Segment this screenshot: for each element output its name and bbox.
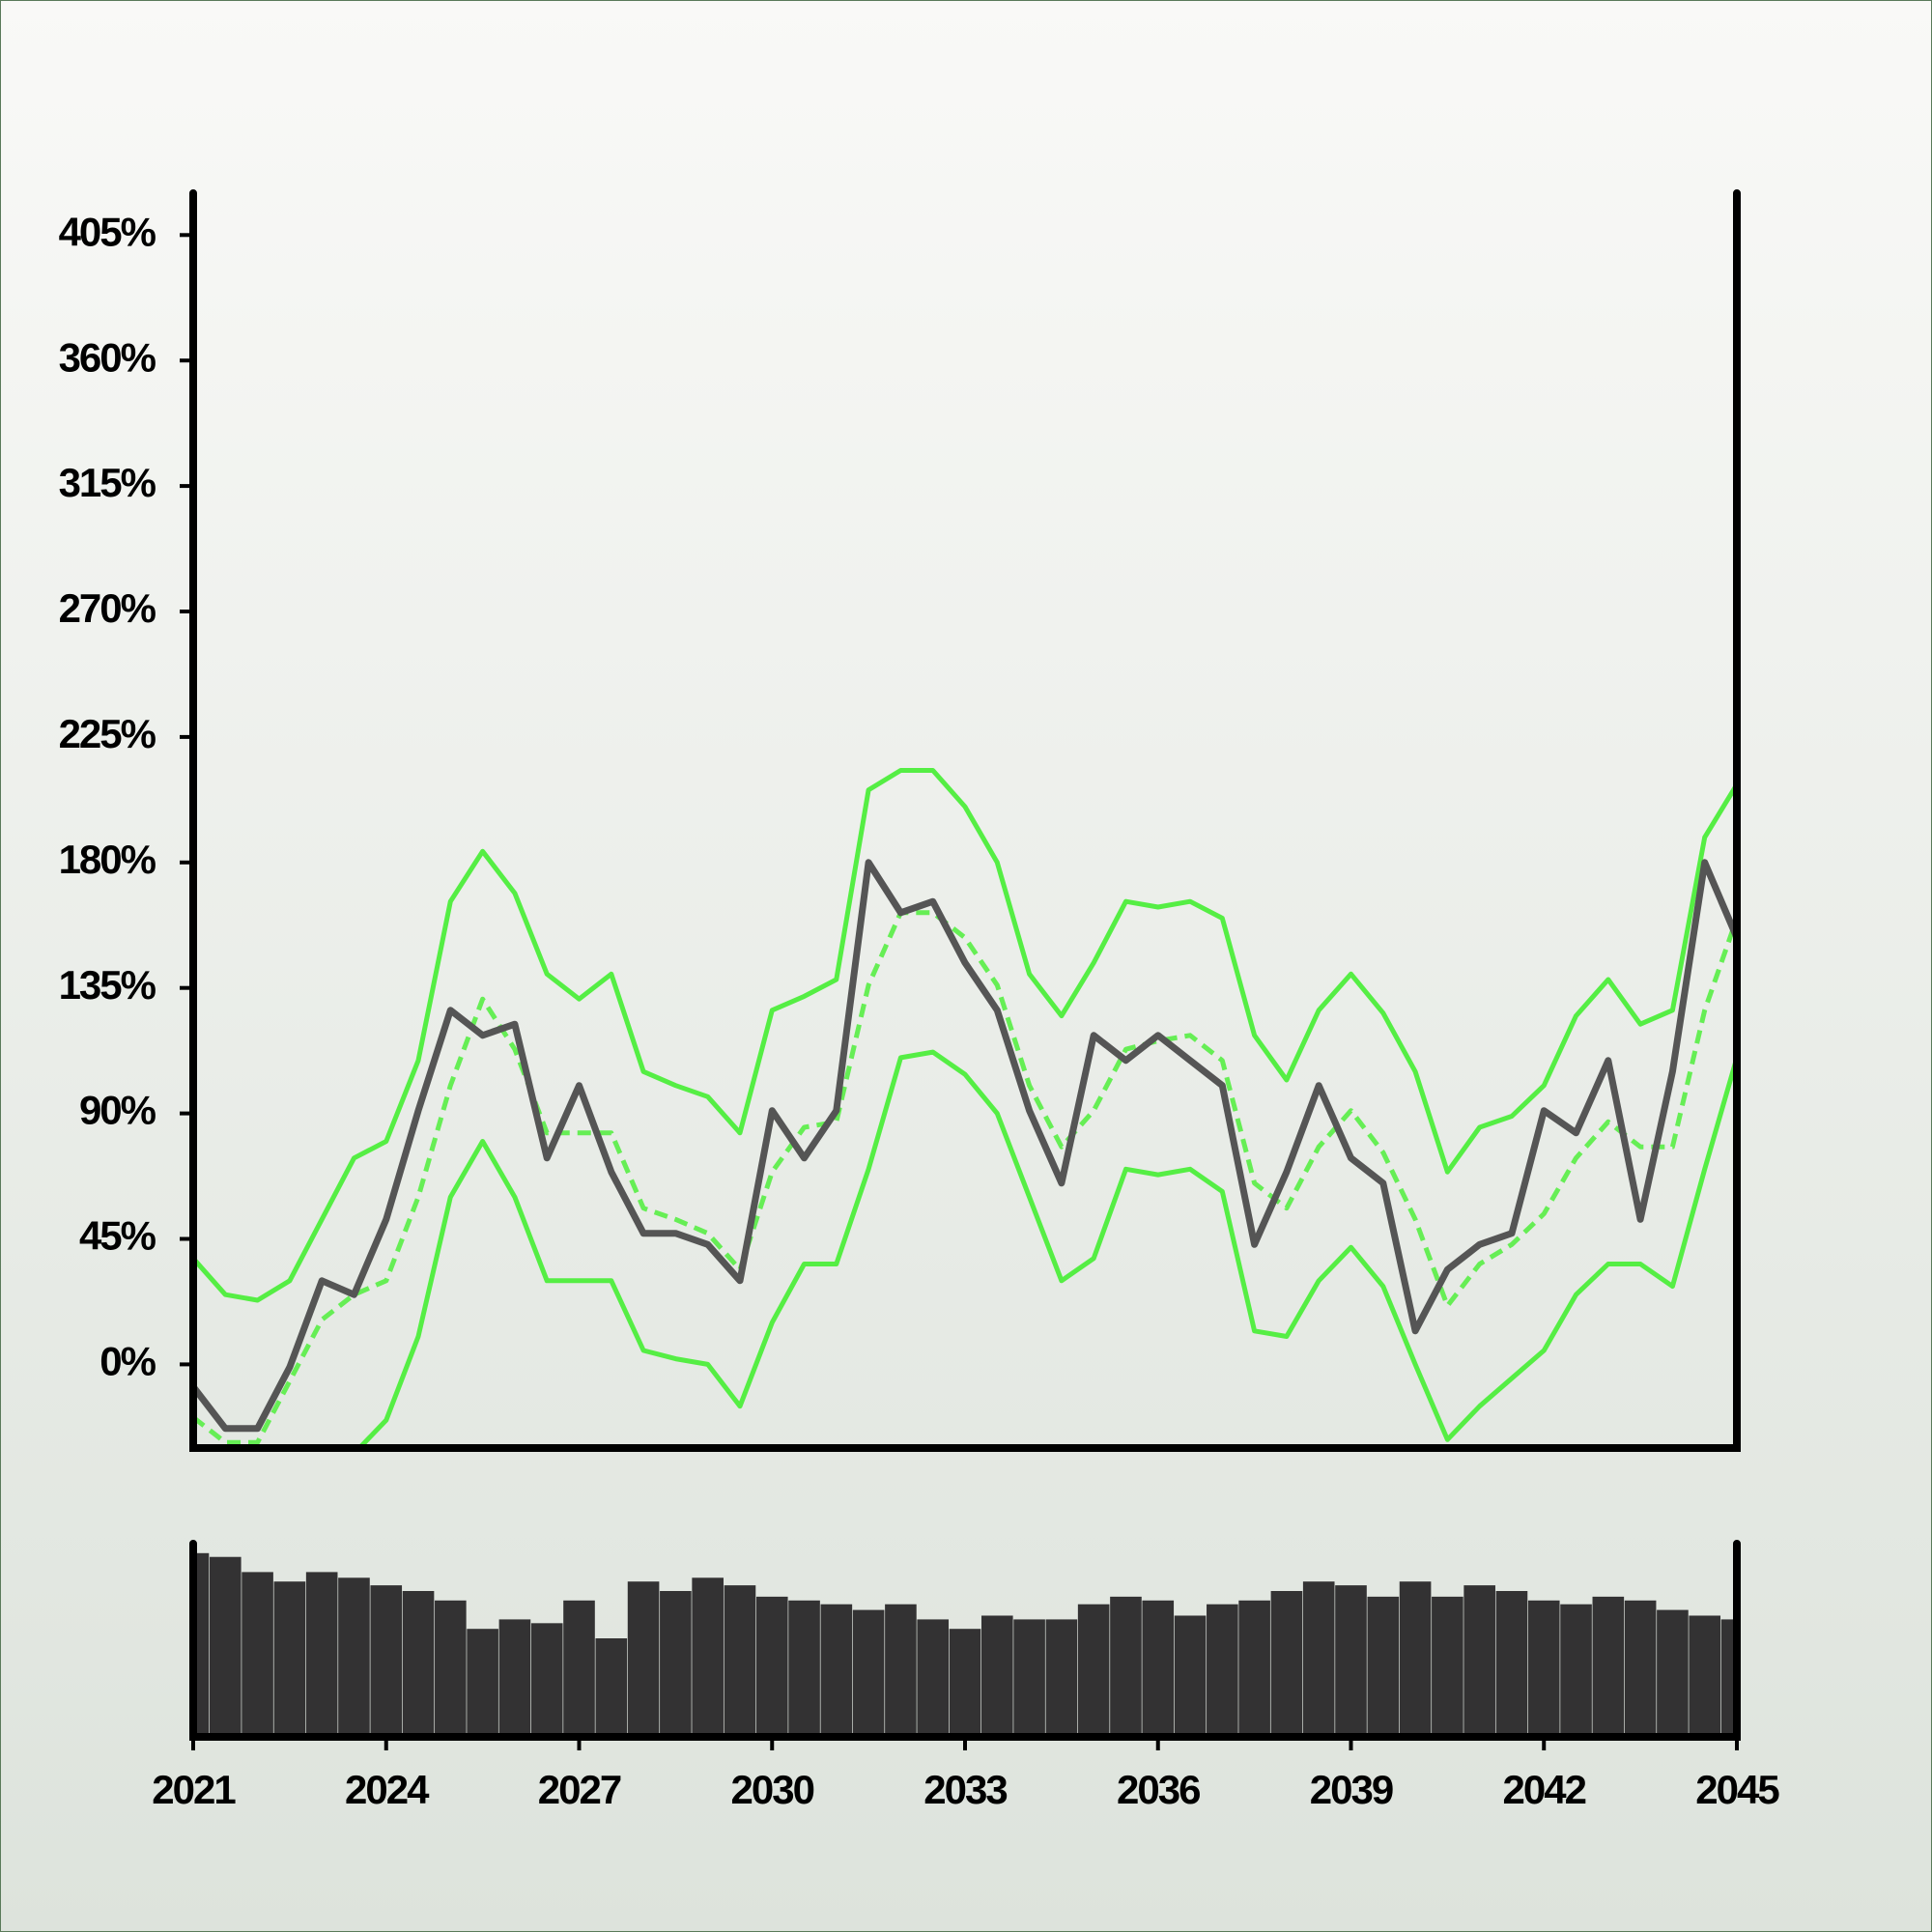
volume-bar: [1592, 1596, 1625, 1733]
volume-area: [193, 1552, 1737, 1733]
series-line: [193, 859, 1737, 1433]
plot-area: [193, 768, 1737, 1448]
volume-bar: [498, 1619, 531, 1733]
volume-bar: [917, 1619, 950, 1733]
y-tick-label: 90%: [79, 1088, 156, 1133]
volume-bar: [627, 1581, 660, 1733]
volume-bar: [1367, 1596, 1400, 1733]
volume-bar: [660, 1591, 692, 1733]
volume-bar: [1270, 1591, 1303, 1733]
volume-bar: [1013, 1619, 1045, 1733]
y-tick-label: 360%: [59, 334, 156, 380]
volume-bar: [1110, 1596, 1142, 1733]
volume-bar: [1432, 1596, 1463, 1733]
volume-bar: [1495, 1591, 1528, 1733]
series-line: [193, 768, 1737, 1303]
volume-bar: [755, 1596, 788, 1733]
axes: 0% 45% 90% 135% 180% 225% 270% 315% 360% 405% 2021…: [59, 189, 1781, 1812]
volume-bar: [1077, 1604, 1110, 1733]
y-tick-label: 225%: [59, 711, 156, 756]
volume-bar: [724, 1585, 756, 1733]
x-tick-label: 2045: [1695, 1767, 1779, 1812]
volume-bar: [1335, 1585, 1367, 1733]
x-tick-label: 2033: [923, 1767, 1007, 1812]
volume-bar: [1142, 1600, 1175, 1733]
volume-bar: [1463, 1585, 1495, 1733]
volume-bar: [338, 1577, 370, 1733]
volume-bar: [402, 1591, 435, 1733]
x-tick-label: 2027: [538, 1767, 621, 1812]
volume-bar: [467, 1629, 498, 1733]
volume-bar: [1689, 1615, 1721, 1733]
volume-bar: [820, 1604, 853, 1733]
volume-bar: [242, 1572, 273, 1733]
volume-bar: [885, 1604, 917, 1733]
volume-bar: [563, 1600, 595, 1733]
y-tick-label: 180%: [59, 837, 156, 882]
volume-bar: [1560, 1604, 1592, 1733]
volume-bar: [435, 1600, 467, 1733]
x-tick-label: 2021: [152, 1767, 236, 1812]
volume-bar: [788, 1600, 820, 1733]
volume-bar: [209, 1556, 242, 1733]
volume-bar: [1657, 1609, 1689, 1733]
series-line: [355, 1049, 1737, 1448]
volume-bar: [530, 1623, 563, 1733]
volume-bar: [1720, 1619, 1737, 1733]
volume-bar: [273, 1581, 306, 1733]
volume-bar: [852, 1609, 885, 1733]
x-tick-label: 2036: [1117, 1767, 1200, 1812]
volume-bar: [1174, 1615, 1207, 1733]
y-tick-label: 270%: [59, 585, 156, 631]
volume-bar: [595, 1638, 628, 1733]
x-tick-label: 2030: [731, 1767, 814, 1812]
series-line: [193, 910, 1737, 1445]
volume-bar: [949, 1629, 981, 1733]
volume-bar: [1527, 1600, 1560, 1733]
volume-bar: [692, 1577, 724, 1733]
y-tick-label: 405%: [59, 209, 156, 254]
y-tick-label: 45%: [79, 1213, 156, 1259]
volume-bar: [1302, 1581, 1335, 1733]
volume-bar: [1624, 1600, 1657, 1733]
y-tick-label: 0%: [99, 1338, 156, 1383]
volume-bar: [980, 1615, 1013, 1733]
volume-bar: [1207, 1604, 1238, 1733]
volume-bar: [1399, 1581, 1432, 1733]
volume-bar: [370, 1585, 403, 1733]
x-tick-label: 2039: [1310, 1767, 1393, 1812]
y-tick-label: 135%: [59, 962, 156, 1008]
volume-bar: [1238, 1600, 1270, 1733]
x-tick-label: 2042: [1503, 1767, 1586, 1812]
volume-bar: [193, 1552, 210, 1733]
price-frame: [189, 189, 1741, 1452]
volume-bar: [1045, 1619, 1078, 1733]
volume-bar: [305, 1572, 338, 1733]
x-tick-label: 2024: [345, 1767, 430, 1812]
y-tick-label: 315%: [59, 460, 156, 505]
